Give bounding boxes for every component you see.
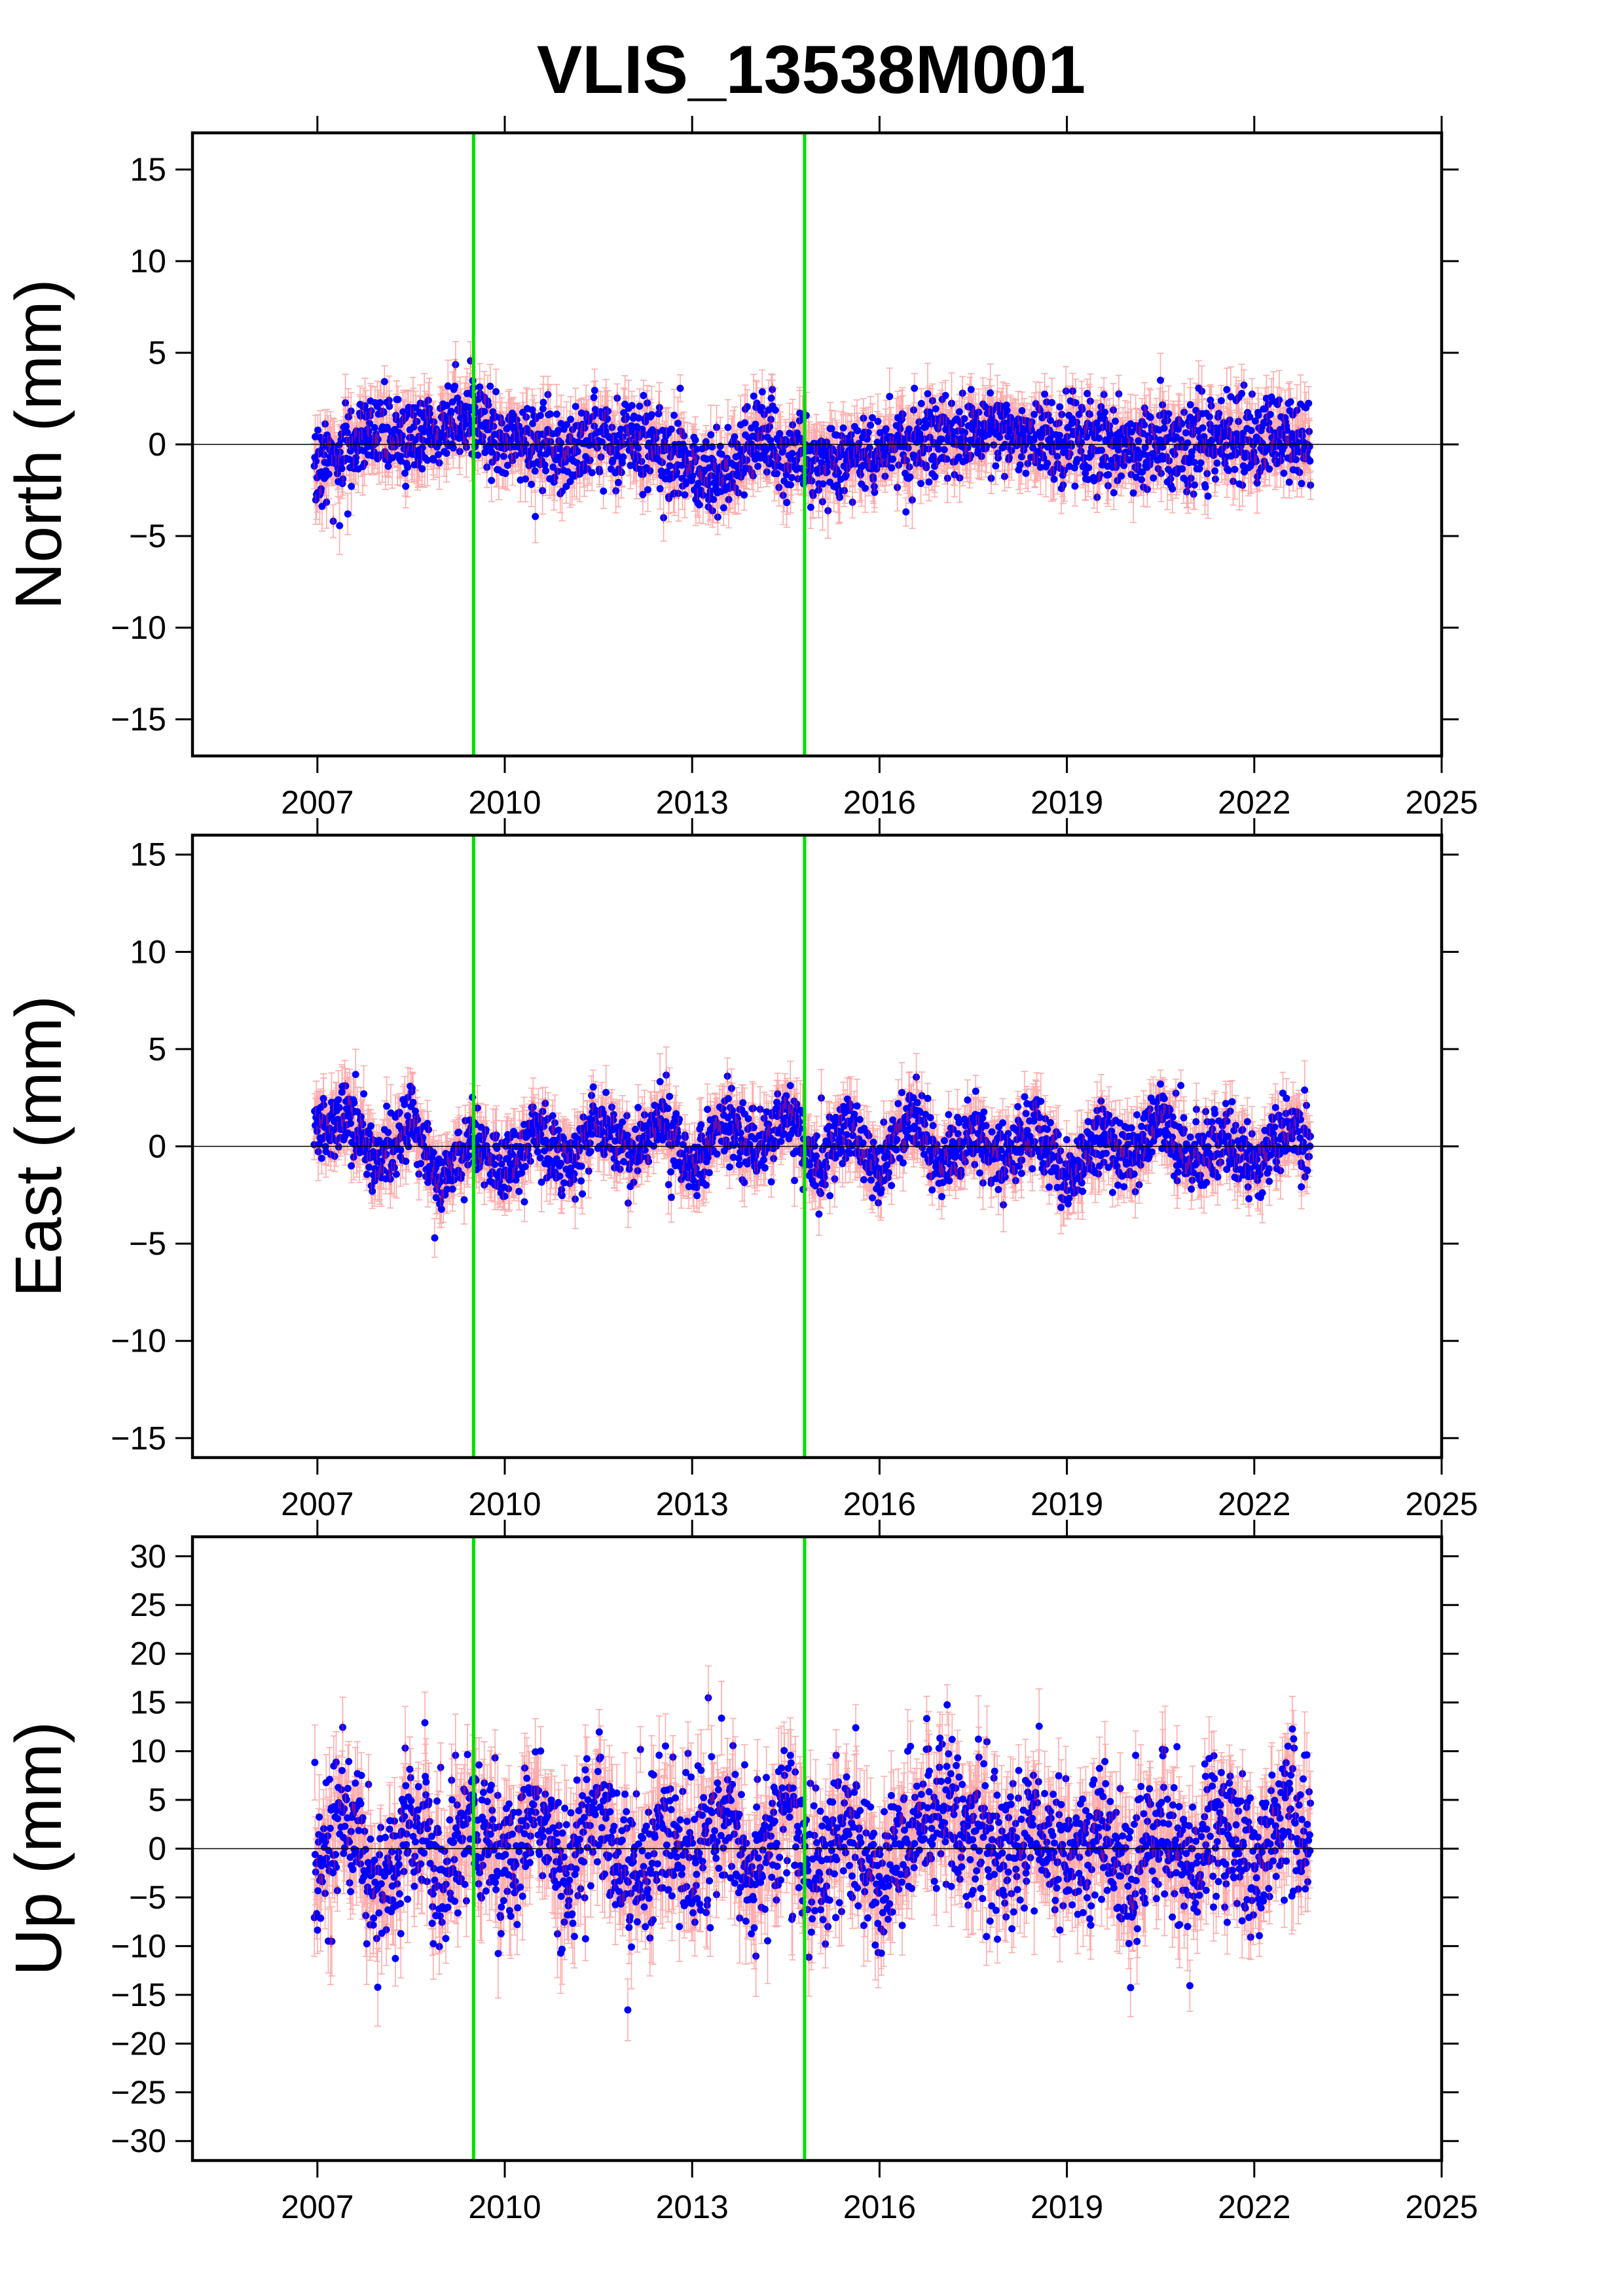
y-tick-label-3-5: −5 — [129, 1879, 166, 1916]
data-points-2 — [310, 1046, 1314, 1258]
x-tick-label-1-4: 2019 — [1030, 784, 1103, 821]
y-tick-label-3-11: 25 — [130, 1587, 166, 1623]
x-tick-label-1-0: 2007 — [281, 784, 354, 821]
y-tick-label-3-2: −20 — [111, 2025, 166, 2062]
x-tick-label-2-1: 2010 — [468, 1486, 541, 1522]
x-tick-label-2-4: 2019 — [1030, 1486, 1103, 1522]
y-tick-label-3-10: 20 — [130, 1636, 166, 1672]
x-tick-label-2-5: 2022 — [1218, 1486, 1290, 1522]
x-tick-label-1-5: 2022 — [1218, 784, 1290, 821]
y-axis-label-3: Up (mm) — [2, 1721, 75, 1976]
y-tick-label-3-9: 15 — [130, 1684, 166, 1721]
x-tick-label-1-1: 2010 — [468, 784, 541, 821]
y-tick-label-1-6: 15 — [130, 151, 166, 188]
panel-2: −15 −10 −5 0 5 10 15 2007 2010 2013 2016 2019 2022 20… — [2, 818, 1478, 1522]
y-tick-label-1-5: 10 — [130, 243, 166, 279]
y-tick-label-1-0: −15 — [111, 701, 166, 738]
data-points-3 — [310, 1665, 1315, 2041]
x-tick-label-2-0: 2007 — [281, 1486, 354, 1522]
x-tick-label-3-6: 2025 — [1405, 2189, 1478, 2225]
error-bar-overlay-2 — [314, 1069, 1311, 1211]
y-tick-label-3-12: 30 — [130, 1538, 166, 1575]
y-tick-label-1-1: −10 — [111, 609, 166, 646]
y-tick-label-3-8: 10 — [130, 1733, 166, 1770]
data-points-1 — [310, 341, 1315, 555]
y-tick-label-1-2: −5 — [129, 518, 166, 554]
y-tick-label-2-3: 0 — [148, 1128, 166, 1165]
x-tick-label-2-6: 2025 — [1405, 1486, 1478, 1522]
y-tick-label-2-4: 5 — [148, 1031, 166, 1067]
y-tick-label-3-4: −10 — [111, 1928, 166, 1964]
x-tick-label-3-5: 2022 — [1218, 2189, 1290, 2225]
x-tick-label-3-3: 2016 — [843, 2189, 916, 2225]
y-axis-label-2: East (mm) — [2, 996, 75, 1297]
y-tick-label-3-1: −25 — [111, 2074, 166, 2111]
y-axis-label-1: North (mm) — [2, 279, 75, 610]
y-tick-label-3-0: −30 — [111, 2123, 166, 2159]
y-tick-label-3-3: −15 — [111, 1977, 166, 2013]
error-bar-overlay-3 — [314, 1692, 1311, 1964]
x-tick-label-3-2: 2013 — [656, 2189, 729, 2225]
y-tick-label-2-1: −10 — [111, 1323, 166, 1359]
x-tick-label-1-6: 2025 — [1405, 784, 1478, 821]
y-tick-label-2-0: −15 — [111, 1420, 166, 1456]
y-tick-label-3-7: 5 — [148, 1782, 166, 1818]
y-tick-label-3-6: 0 — [148, 1831, 166, 1867]
y-tick-label-2-5: 10 — [130, 933, 166, 970]
panel-1: −15 −10 −5 0 5 10 15 2007 2010 2013 2016 2019 2022 20… — [2, 116, 1478, 821]
x-tick-label-3-0: 2007 — [281, 2189, 354, 2225]
y-tick-label-1-3: 0 — [148, 426, 166, 463]
y-tick-label-2-6: 15 — [130, 836, 166, 873]
chart-title: VLIS_13538M001 — [537, 32, 1085, 108]
error-bar-overlay-1 — [314, 355, 1311, 528]
y-tick-label-2-2: −5 — [129, 1225, 166, 1262]
x-tick-label-2-2: 2013 — [656, 1486, 729, 1522]
x-tick-label-3-1: 2010 — [468, 2189, 541, 2225]
x-tick-label-1-2: 2013 — [656, 784, 729, 821]
x-tick-label-3-4: 2019 — [1030, 2189, 1103, 2225]
y-tick-label-1-4: 5 — [148, 334, 166, 371]
x-tick-label-2-3: 2016 — [843, 1486, 916, 1522]
x-tick-label-1-3: 2016 — [843, 784, 916, 821]
